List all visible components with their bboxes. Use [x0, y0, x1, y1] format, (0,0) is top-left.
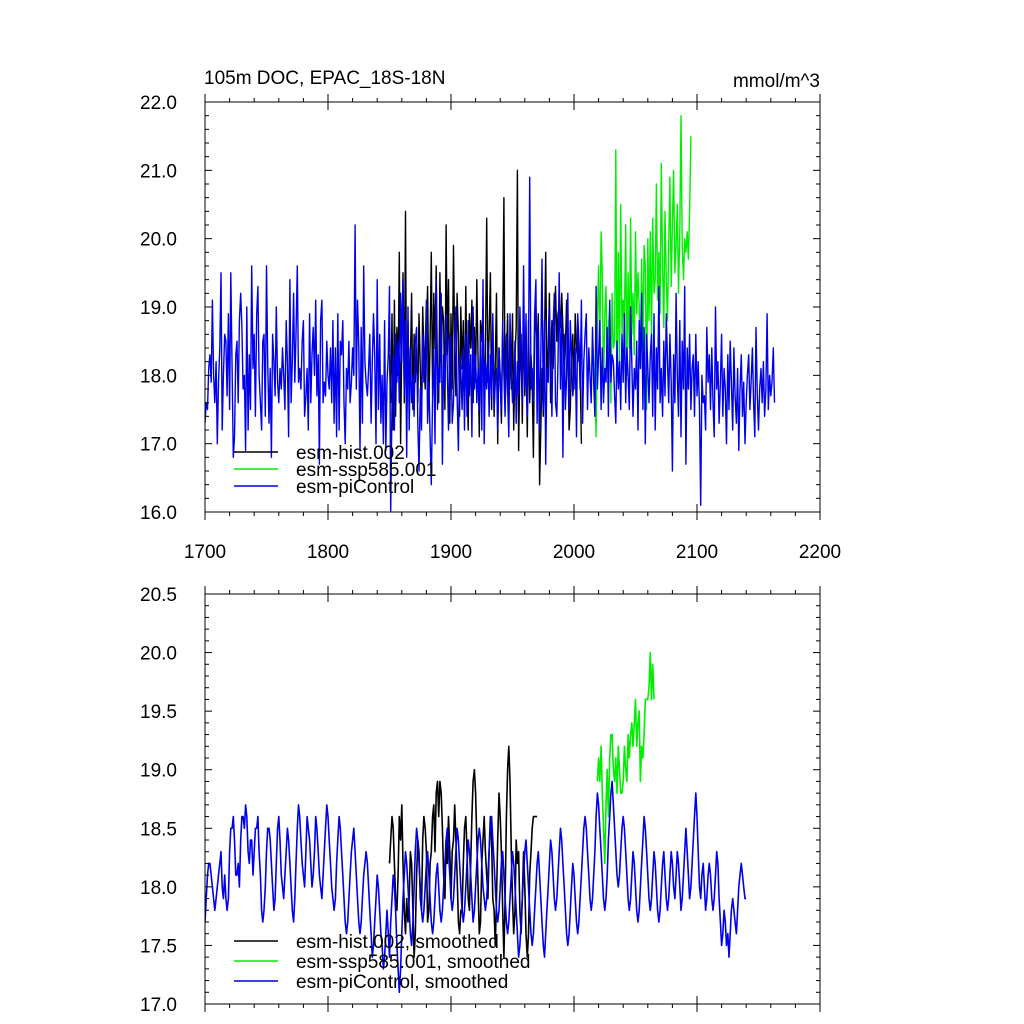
x-tick-label: 1900	[430, 542, 472, 563]
y-tick-label: 18.5	[140, 819, 177, 840]
legend-label-esm-ssp585-001: esm-ssp585.001	[296, 460, 436, 481]
y-tick-label: 19.5	[140, 702, 177, 723]
x-tick-label: 2200	[799, 542, 841, 563]
y-tick-label: 20.0	[140, 644, 177, 665]
series-line-esm-ssp585-001	[591, 114, 692, 438]
y-tick-label: 16.0	[140, 503, 177, 524]
x-tick-label: 1800	[307, 542, 349, 563]
x-tick-label: 2000	[553, 542, 595, 563]
top-panel: 16.0 17.0 18.0 19.0 20.0 21.0 22.0 1700 1800 1900…	[140, 68, 841, 563]
y-tick-label: 18.0	[140, 878, 177, 899]
y-tick-label: 19.0	[140, 761, 177, 782]
legend-label-esm-picontrol: esm-piControl	[296, 477, 414, 498]
units-label: mmol/m^3	[733, 71, 820, 92]
series-line-esm-hist-002-smoothed	[388, 745, 538, 958]
y-tick-label: 21.0	[140, 161, 177, 182]
chart-title: 105m DOC, EPAC_18S-18N	[204, 68, 445, 89]
x-tick-label: 2100	[676, 542, 718, 563]
legend-label-esm-picontrol-smoothed: esm-piControl, smoothed	[296, 972, 508, 993]
y-tick-label: 18.0	[140, 366, 177, 387]
y-tick-label: 17.5	[140, 936, 177, 957]
series-line-esm-picontrol-smoothed	[205, 780, 747, 994]
legend-label-esm-hist-002: esm-hist.002	[296, 443, 405, 464]
legend-label-esm-hist-002-smoothed: esm-hist.002, smoothed	[296, 932, 499, 953]
x-tick-label: 1700	[184, 542, 226, 563]
y-tick-label: 17.0	[140, 435, 177, 456]
y-tick-label: 20.5	[140, 585, 177, 606]
series-line-esm-ssp585-001-smoothed	[596, 651, 655, 865]
y-tick-label: 20.0	[140, 230, 177, 251]
y-tick-label: 22.0	[140, 93, 177, 114]
y-tick-label: 17.0	[140, 995, 177, 1016]
y-tick-label: 19.0	[140, 298, 177, 319]
plot-frame	[204, 593, 821, 1005]
series-line-esm-picontrol	[205, 176, 776, 512]
legend-label-esm-ssp585-001-smoothed: esm-ssp585.001, smoothed	[296, 952, 530, 973]
bottom-panel: 17.0 17.5 18.0 18.5 19.0 19.5 20.0 20.5 esm-hist…	[140, 585, 821, 1016]
